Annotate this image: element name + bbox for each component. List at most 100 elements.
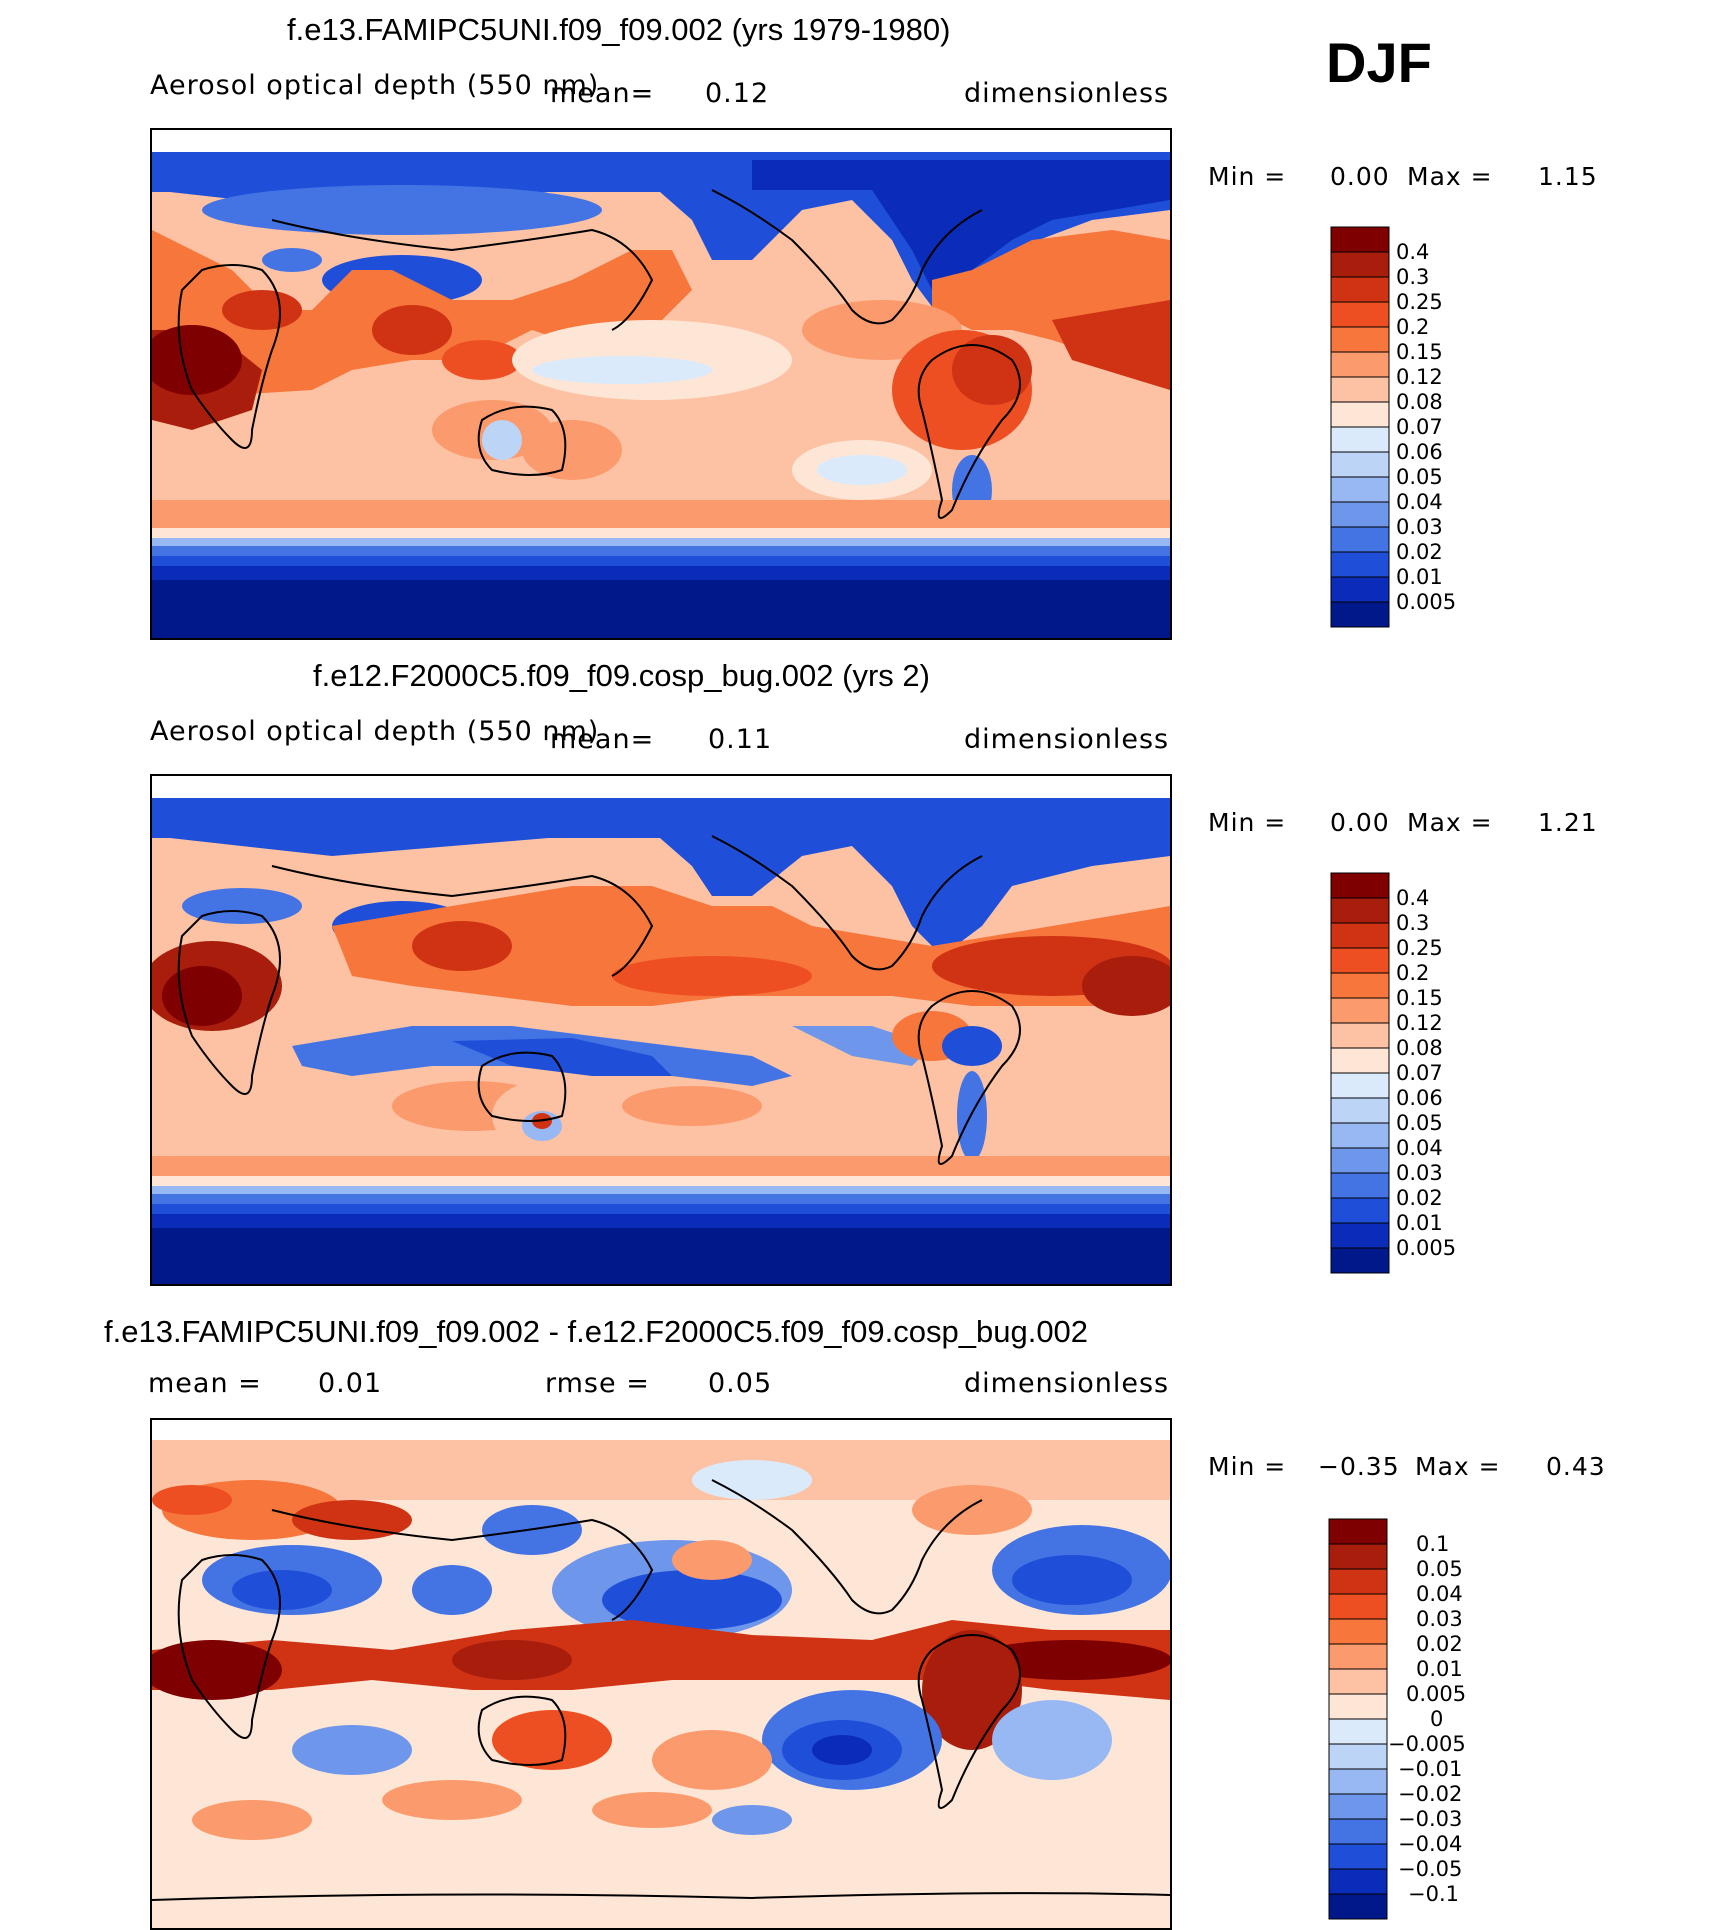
panel-1-swatch-5 [1330,351,1390,378]
panel-2-swatch-5 [1330,997,1390,1024]
panel-2-swatch-11 [1330,1147,1390,1174]
panel-3-level-7: 0 [1430,1707,1444,1731]
panel-3-colorbar-labels: 0.1 0.05 0.04 0.03 0.02 0.01 0.005 0 −0.… [1388,1518,1528,1920]
panel-3-level-8: −0.005 [1388,1732,1466,1756]
panel-3-swatch-4 [1328,1618,1388,1645]
panel-1-mean-value: 0.12 [705,78,770,109]
panel-2-units: dimensionless [964,724,1170,755]
panel-3-swatch-2 [1328,1568,1388,1595]
panel-1-swatch-4 [1330,326,1390,353]
panel-3-swatch-7 [1328,1693,1388,1720]
panel-2-max-value: 1.21 [1538,808,1598,837]
panel-2-swatch-14 [1330,1222,1390,1249]
panel-2-swatch-15 [1330,1247,1390,1274]
panel-3-level-3: 0.03 [1416,1607,1463,1631]
panel-2-level-6: 0.08 [1396,1036,1443,1060]
panel-1-level-10: 0.04 [1396,490,1443,514]
panel-2-level-10: 0.04 [1396,1136,1443,1160]
panel-3-swatch-15 [1328,1893,1388,1920]
panel-2-variable: Aerosol optical depth (550 nm) [150,716,600,747]
panel-3-swatch-9 [1328,1743,1388,1770]
panel-2-colorbar-labels: 0.4 0.3 0.25 0.2 0.15 0.12 0.08 0.07 0.0… [1392,872,1492,1274]
panel-3-swatch-6 [1328,1668,1388,1695]
panel-3-level-14: −0.1 [1408,1882,1459,1906]
panel-3-mean-value: 0.01 [318,1368,383,1399]
panel-2-level-14: 0.005 [1396,1236,1457,1260]
panel-2-colorbar-swatches [1330,872,1390,1274]
panel-1-swatch-6 [1330,376,1390,403]
panel-3-swatch-14 [1328,1868,1388,1895]
panel-2-swatch-12 [1330,1172,1390,1199]
panel-3-level-11: −0.03 [1398,1807,1463,1831]
panel-2-level-1: 0.3 [1396,911,1430,935]
panel-2-level-0: 0.4 [1396,886,1430,910]
panel-1-level-11: 0.03 [1396,515,1443,539]
panel-3-swatch-1 [1328,1543,1388,1570]
panel-3-swatch-13 [1328,1843,1388,1870]
panel-3-max-label: Max = [1415,1452,1501,1481]
panel-2-mean-value: 0.11 [708,724,773,755]
panel-1-colorbar: 0.4 0.3 0.25 0.2 0.15 0.12 0.08 0.07 0.0… [1330,226,1570,628]
panel-1-swatch-1 [1330,251,1390,278]
panel-2-level-8: 0.06 [1396,1086,1443,1110]
panel-2-colorbar: 0.4 0.3 0.25 0.2 0.15 0.12 0.08 0.07 0.0… [1330,872,1570,1274]
panel-2-map [150,774,1172,1286]
panel-1-min-value: 0.00 [1330,162,1390,191]
panel-1-level-3: 0.2 [1396,315,1430,339]
panel-2-swatch-8 [1330,1072,1390,1099]
panel-1-level-8: 0.06 [1396,440,1443,464]
panel-1-map [150,128,1172,640]
panel-2-level-9: 0.05 [1396,1111,1443,1135]
panel-3-level-4: 0.02 [1416,1632,1463,1656]
panel-3-level-2: 0.04 [1416,1582,1463,1606]
panel-2-mean-label: mean= [550,724,655,755]
panel-1-level-2: 0.25 [1396,290,1443,314]
panel-1-swatch-7 [1330,401,1390,428]
panel-1-swatch-8 [1330,426,1390,453]
panel-3-level-10: −0.02 [1398,1782,1463,1806]
panel-2-swatch-7 [1330,1047,1390,1074]
panel-2-swatch-3 [1330,947,1390,974]
panel-2-level-13: 0.01 [1396,1211,1443,1235]
panel-3-min-value: −0.35 [1318,1452,1400,1481]
panel-2-max-label: Max = [1407,808,1493,837]
panel-1-level-12: 0.02 [1396,540,1443,564]
panel-3-level-13: −0.05 [1398,1857,1463,1881]
panel-1-colorbar-labels: 0.4 0.3 0.25 0.2 0.15 0.12 0.08 0.07 0.0… [1392,226,1492,628]
panel-1-swatch-13 [1330,551,1390,578]
panel-2-level-5: 0.12 [1396,1011,1443,1035]
panel-3-level-12: −0.04 [1398,1832,1463,1856]
panel-1-mean-label: mean= [550,78,655,109]
panel-3-units: dimensionless [964,1368,1170,1399]
panel-1-title: f.e13.FAMIPC5UNI.f09_f09.002 (yrs 1979-1… [287,12,951,47]
panel-3-rmse-value: 0.05 [708,1368,773,1399]
panel-1-level-6: 0.08 [1396,390,1443,414]
panel-3-level-1: 0.05 [1416,1557,1463,1581]
panel-2-swatch-13 [1330,1197,1390,1224]
panel-2-swatch-6 [1330,1022,1390,1049]
panel-2-min-label: Min = [1208,808,1287,837]
panel-2-title: f.e12.F2000C5.f09_f09.cosp_bug.002 (yrs … [313,658,930,693]
panel-1-swatch-10 [1330,476,1390,503]
panel-1-level-0: 0.4 [1396,240,1430,264]
panel-2-level-11: 0.03 [1396,1161,1443,1185]
panel-2-min-value: 0.00 [1330,808,1390,837]
panel-1-units: dimensionless [964,78,1170,109]
panel-3-swatch-12 [1328,1818,1388,1845]
panel-3-colorbar: 0.1 0.05 0.04 0.03 0.02 0.01 0.005 0 −0.… [1328,1518,1588,1920]
panel-1-swatch-0 [1330,226,1390,253]
panel-1-min-label: Min = [1208,162,1287,191]
panel-3-rmse-label: rmse = [545,1368,650,1399]
panel-3-swatch-3 [1328,1593,1388,1620]
panel-3-swatch-11 [1328,1793,1388,1820]
panel-3-mean-label: mean = [148,1368,262,1399]
panel-3-swatch-8 [1328,1718,1388,1745]
panel-2-swatch-9 [1330,1097,1390,1124]
panel-1-swatch-9 [1330,451,1390,478]
panel-2-level-2: 0.25 [1396,936,1443,960]
panel-3-max-value: 0.43 [1546,1452,1606,1481]
panel-1-variable: Aerosol optical depth (550 nm) [150,70,600,101]
season-label: DJF [1326,31,1432,94]
panel-2-swatch-1 [1330,897,1390,924]
panel-3-colorbar-swatches [1328,1518,1388,1920]
